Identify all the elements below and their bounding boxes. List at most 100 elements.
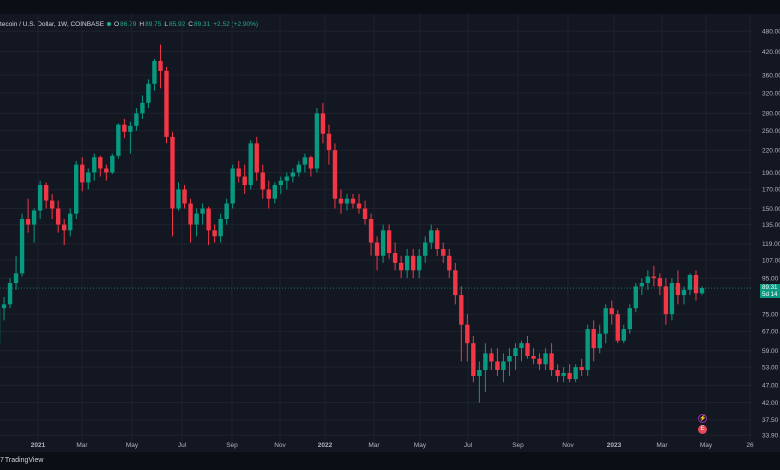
candle [645, 270, 651, 290]
bottom-toolbar [0, 452, 780, 470]
candle [49, 193, 55, 220]
candle-body [25, 219, 31, 225]
candle-body [55, 208, 61, 225]
candle-body [308, 157, 314, 169]
candle-body [218, 219, 223, 237]
candle [579, 358, 584, 376]
candle-body [110, 155, 115, 173]
candle-body [128, 125, 133, 132]
earnings-event-icon[interactable]: E [698, 425, 707, 434]
price-tick-label: 107.00 [762, 257, 780, 264]
price-tick-label: 67.00 [762, 329, 779, 336]
candle-body [146, 83, 151, 103]
candle-body [290, 172, 296, 177]
candle-body [266, 189, 271, 199]
candle [392, 242, 398, 271]
candle [513, 343, 518, 370]
candle-body [356, 203, 362, 209]
candle [25, 198, 31, 233]
candle [453, 262, 458, 305]
candle [477, 361, 482, 403]
candle-body [549, 353, 554, 370]
candle [465, 314, 470, 362]
candle [140, 95, 145, 119]
candle-body [314, 113, 320, 169]
candle [110, 153, 115, 175]
candle-body [37, 185, 43, 211]
candle [567, 364, 572, 383]
candle [92, 153, 97, 181]
candle [296, 160, 302, 177]
symbol-title[interactable]: tecoin / U.S. Dollar, 1W, COINBASE [0, 20, 105, 28]
candle-body [296, 164, 302, 173]
candle-body [49, 200, 55, 209]
price-tick-label: 33.90 [762, 433, 779, 440]
candle-body [13, 273, 19, 284]
candle [573, 364, 578, 383]
candle-body [507, 355, 512, 362]
candle-body [567, 372, 572, 380]
candle [507, 348, 512, 376]
candle-body [236, 168, 241, 177]
candle-body [74, 164, 79, 214]
time-tick-label: Mar [656, 442, 668, 449]
candle [495, 348, 500, 376]
candle-body [170, 136, 175, 209]
candle [483, 343, 488, 393]
candle-body [699, 288, 705, 294]
symbol-legend[interactable]: tecoin / U.S. Dollar, 1W, COINBASE O 86.7… [0, 17, 258, 31]
candle [230, 164, 235, 209]
candle [344, 193, 350, 211]
candle-body [284, 176, 290, 181]
price-chart[interactable]: 480.00 420.00 360.00 320.00 280.00 250.00 220.… [0, 14, 780, 452]
candle-body [435, 230, 440, 250]
time-tick-label: 2022 [318, 442, 333, 449]
candle [248, 140, 253, 190]
candle-body [7, 283, 13, 305]
candle-body [597, 333, 602, 349]
candle-body [278, 180, 284, 186]
candle-body [669, 283, 675, 315]
time-tick-label: May [700, 442, 713, 449]
candle-body [615, 314, 620, 341]
candle [555, 364, 560, 383]
dividend-event-icon[interactable]: ⚡ [698, 414, 707, 423]
tradingview-logo[interactable]: 7 TradingView [0, 457, 43, 464]
candle [597, 324, 602, 354]
candle [362, 200, 368, 225]
candle-body [98, 157, 103, 169]
candle [621, 324, 626, 344]
candle [657, 273, 663, 296]
candle-body [224, 203, 229, 220]
candle-body [344, 198, 350, 204]
candle [37, 180, 43, 220]
candle [326, 124, 332, 165]
candle-body [302, 157, 308, 165]
price-tick-label: 320.00 [762, 90, 780, 97]
candle-body [416, 255, 422, 271]
time-tick-label: Jul [464, 442, 473, 449]
candle [549, 343, 554, 376]
candle-body [404, 255, 410, 271]
candle-body [513, 348, 518, 356]
candle-body [579, 367, 584, 370]
candle [13, 255, 19, 290]
candle [74, 160, 79, 220]
candle [116, 123, 121, 159]
candle [122, 118, 127, 139]
candle-body [453, 270, 458, 296]
candle [86, 168, 91, 190]
price-tick-label: 59.00 [762, 348, 779, 355]
candle [98, 155, 103, 177]
price-tick-label: 360.00 [762, 72, 780, 79]
candle [314, 108, 320, 173]
candle-body [423, 242, 428, 256]
candle [308, 155, 314, 177]
candle-body [447, 255, 452, 271]
candle-body [621, 329, 626, 341]
candle-body [627, 308, 632, 330]
price-tick-label: 47.00 [762, 383, 779, 390]
candle-body [206, 208, 211, 231]
candle [374, 236, 380, 271]
chart-grid [0, 14, 752, 444]
